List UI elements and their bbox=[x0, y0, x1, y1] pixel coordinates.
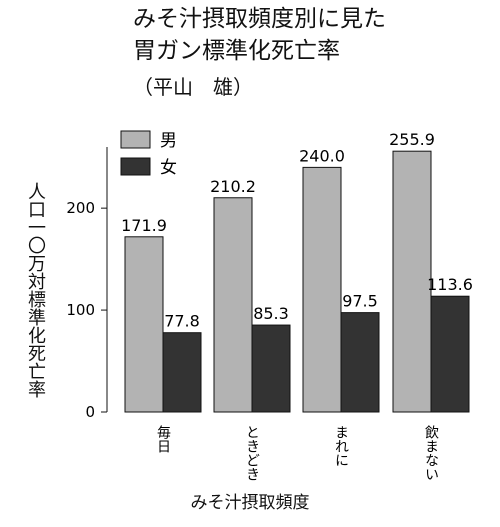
legend-label-male: 男 bbox=[160, 131, 177, 151]
bar-male bbox=[124, 236, 164, 413]
bar-female bbox=[430, 295, 470, 413]
y-tick-label: 100 bbox=[66, 301, 95, 319]
y-axis-label: 人口一〇万対標準化死亡率 bbox=[25, 182, 46, 398]
bar-female bbox=[251, 324, 291, 413]
bar-value-label: 240.0 bbox=[299, 146, 345, 165]
y-tick-label: 0 bbox=[85, 403, 95, 421]
x-tick-label: 飲まない bbox=[423, 425, 439, 481]
bar-value-label: 97.5 bbox=[342, 292, 378, 311]
x-tick-label: まれに bbox=[333, 425, 349, 467]
bar-female bbox=[340, 312, 380, 413]
bar-male bbox=[213, 197, 253, 413]
chart-title-line1: みそ汁摂取頻度別に見た bbox=[133, 6, 386, 32]
y-tick-label: 200 bbox=[66, 199, 95, 217]
x-axis-label: みそ汁摂取頻度 bbox=[190, 493, 310, 513]
bar-value-label: 85.3 bbox=[253, 304, 289, 323]
bar-value-label: 77.8 bbox=[164, 312, 200, 331]
x-tick-label: ときどき bbox=[244, 425, 260, 481]
bar-value-label: 171.9 bbox=[121, 216, 167, 235]
legend-label-female: 女 bbox=[160, 158, 177, 178]
x-tick-label: 毎日 bbox=[155, 425, 171, 453]
chart-author: （平山 雄） bbox=[133, 75, 253, 99]
bar-value-label: 255.9 bbox=[389, 130, 435, 149]
legend-swatch-male bbox=[120, 130, 151, 149]
bar-value-label: 113.6 bbox=[427, 275, 473, 294]
bar-male bbox=[302, 166, 342, 413]
chart-title-line2: 胃ガン標準化死亡率 bbox=[133, 38, 340, 64]
bar-value-label: 210.2 bbox=[210, 177, 256, 196]
bar-male bbox=[392, 150, 432, 413]
bar-female bbox=[162, 332, 202, 413]
legend-swatch-female bbox=[120, 157, 151, 176]
